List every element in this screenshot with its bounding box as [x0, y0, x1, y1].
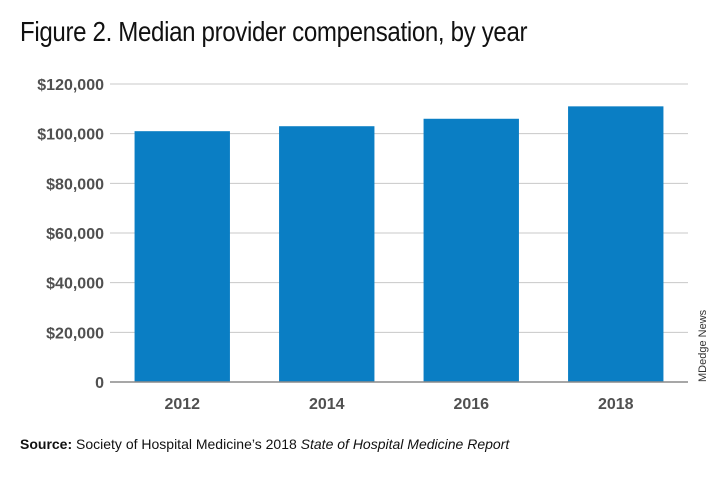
bar-2018 — [568, 106, 664, 382]
y-tick-label: $100,000 — [37, 127, 104, 144]
credit-text: MDedge News — [697, 309, 709, 382]
y-tick-label: 0 — [95, 375, 104, 392]
y-tick-label: $60,000 — [46, 226, 104, 243]
y-axis-ticks: 0 $20,000 $40,000 $60,000 $80,000 $100,000 $12… — [37, 77, 104, 392]
x-tick-label: 2018 — [598, 396, 634, 413]
x-tick-label: 2012 — [164, 396, 200, 413]
x-tick-label: 2016 — [453, 396, 489, 413]
source-text: Society of Hospital Medicine’s 2018 — [76, 436, 297, 452]
y-tick-label: $120,000 — [37, 77, 104, 94]
x-axis-ticks: 2012 2014 2016 2018 — [164, 396, 633, 413]
bar-2016 — [423, 118, 519, 383]
bar-2012 — [134, 131, 230, 382]
y-tick-label: $40,000 — [46, 276, 104, 293]
bars — [134, 106, 664, 383]
source-report-title: State of Hospital Medicine Report — [300, 436, 510, 452]
source-label: Source: — [20, 436, 73, 452]
bar-2014 — [279, 126, 375, 382]
source-note: Source: Society of Hospital Medicine’s 2… — [20, 436, 509, 452]
x-tick-label: 2014 — [309, 396, 345, 413]
y-tick-label: $80,000 — [46, 176, 104, 193]
chart-title: Figure 2. Median provider compensation, … — [20, 16, 528, 47]
y-tick-label: $20,000 — [46, 325, 104, 342]
